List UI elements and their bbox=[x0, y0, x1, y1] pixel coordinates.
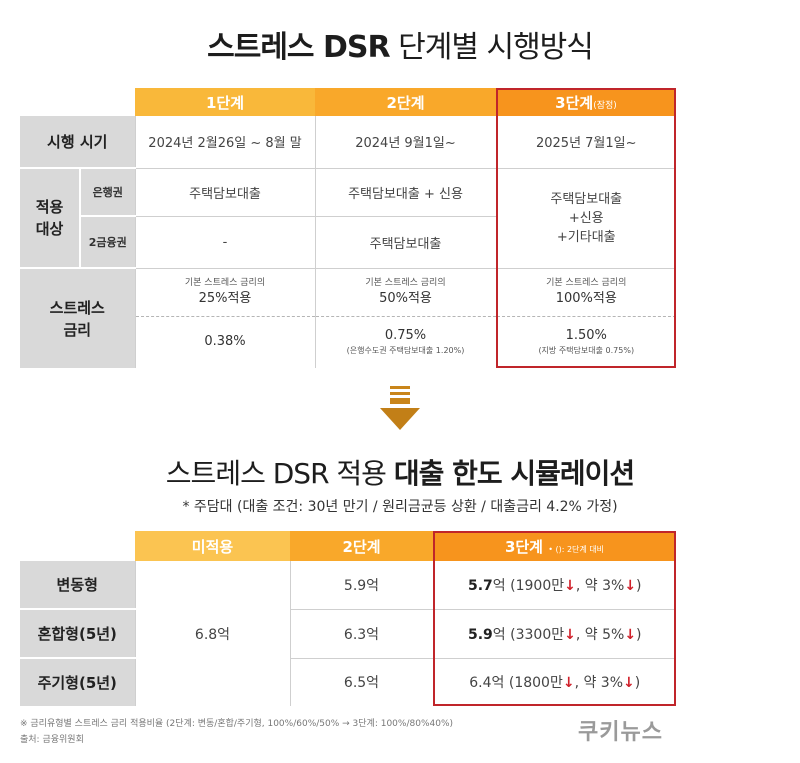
bank-stage2: 주택담보대출 + 신용 bbox=[314, 168, 496, 217]
mixed-rate-label: 혼합형(5년) bbox=[20, 609, 135, 659]
stage1-header: 1단계 bbox=[135, 88, 315, 116]
variable-stage2: 5.9억 bbox=[289, 561, 433, 610]
down-arrow-icon: ↓ bbox=[562, 675, 575, 692]
stress-applied-stage3: 기본 스트레스 금리의 100%적용 bbox=[495, 268, 676, 317]
stage3-header: 3단계(잠정) bbox=[496, 88, 676, 116]
second-stage2: 주택담보대출 bbox=[314, 216, 496, 269]
variable-stage3: 5.7억 (1900만↓, 약 3%↓) bbox=[432, 561, 676, 610]
stage3-sim-highlight-box bbox=[433, 531, 676, 706]
main-title: 스트레스 DSR 단계별 시행방식 bbox=[207, 30, 594, 65]
mixed-stage2: 6.3억 bbox=[289, 609, 433, 659]
stress-rate-label: 스트레스 금리 bbox=[20, 268, 135, 368]
target-label: 적용 대상 bbox=[20, 168, 80, 269]
stage2-sim-header: 2단계 bbox=[290, 531, 433, 561]
stage2-header: 2단계 bbox=[315, 88, 496, 116]
periodic-rate-label: 주기형(5년) bbox=[20, 658, 135, 706]
down-arrow-icon: ↓ bbox=[624, 626, 637, 643]
variable-rate-label: 변동형 bbox=[20, 561, 135, 610]
arrow-bar-1 bbox=[390, 386, 410, 389]
arrow-bar-3 bbox=[390, 398, 410, 404]
stage-table: 1단계 2단계 3단계(잠정) 시행 시기 2024년 2월26일 ~ 8월 말… bbox=[20, 88, 676, 368]
simulation-title: 스트레스 DSR 적용 대출 한도 시뮬레이션 bbox=[165, 457, 635, 490]
stress-applied-stage2: 기본 스트레스 금리의 50%적용 bbox=[314, 268, 496, 317]
footnote: ※ 금리유형별 스트레스 금리 적용비율 (2단계: 변동/혼합/주기형, 10… bbox=[20, 719, 454, 729]
stress-rate-stage2: 0.75% (은행수도권 주택담보대출 1.20%) bbox=[314, 316, 496, 368]
period-stage1: 2024년 2월26일 ~ 8월 말 bbox=[134, 116, 315, 169]
down-arrow-icon: ↓ bbox=[624, 577, 637, 594]
source: 출처: 금융위원회 bbox=[20, 735, 84, 745]
bank-stage1: 주택담보대출 bbox=[134, 168, 315, 217]
second-stage1: - bbox=[134, 216, 315, 269]
periodic-stage2: 6.5억 bbox=[289, 658, 433, 706]
period-label: 시행 시기 bbox=[20, 116, 135, 169]
down-arrow-icon bbox=[380, 408, 420, 430]
bank-label: 은행권 bbox=[79, 168, 135, 217]
arrow-bar-2 bbox=[390, 392, 410, 395]
period-stage3: 2025년 7월1일~ bbox=[495, 116, 676, 169]
down-arrow-icon: ↓ bbox=[623, 675, 635, 692]
second-tier-label: 2금융권 bbox=[79, 216, 135, 269]
down-arrow-icon: ↓ bbox=[564, 626, 576, 643]
stress-rate-stage3: 1.50% (지방 주택담보대출 0.75%) bbox=[495, 316, 676, 368]
down-arrow-icon: ↓ bbox=[564, 577, 576, 594]
unapplied-header: 미적용 bbox=[135, 531, 290, 561]
unapplied-value: 6.8억 bbox=[134, 561, 290, 706]
publisher-logo: 쿠키뉴스 bbox=[578, 720, 663, 745]
stage3-highlight-box bbox=[496, 88, 676, 368]
simulation-subtitle: * 주담대 (대출 조건: 30년 만기 / 원리금균등 상환 / 대출금리 4… bbox=[182, 499, 618, 515]
period-stage2: 2024년 9월1일~ bbox=[314, 116, 496, 169]
stage3-sim-header: 3단계 • (): 2단계 대비 bbox=[433, 531, 676, 561]
stress-rate-stage1: 0.38% bbox=[134, 316, 315, 368]
target-stage3: 주택담보대출 +신용 +기타대출 bbox=[495, 168, 676, 269]
stress-applied-stage1: 기본 스트레스 금리의 25%적용 bbox=[134, 268, 315, 317]
